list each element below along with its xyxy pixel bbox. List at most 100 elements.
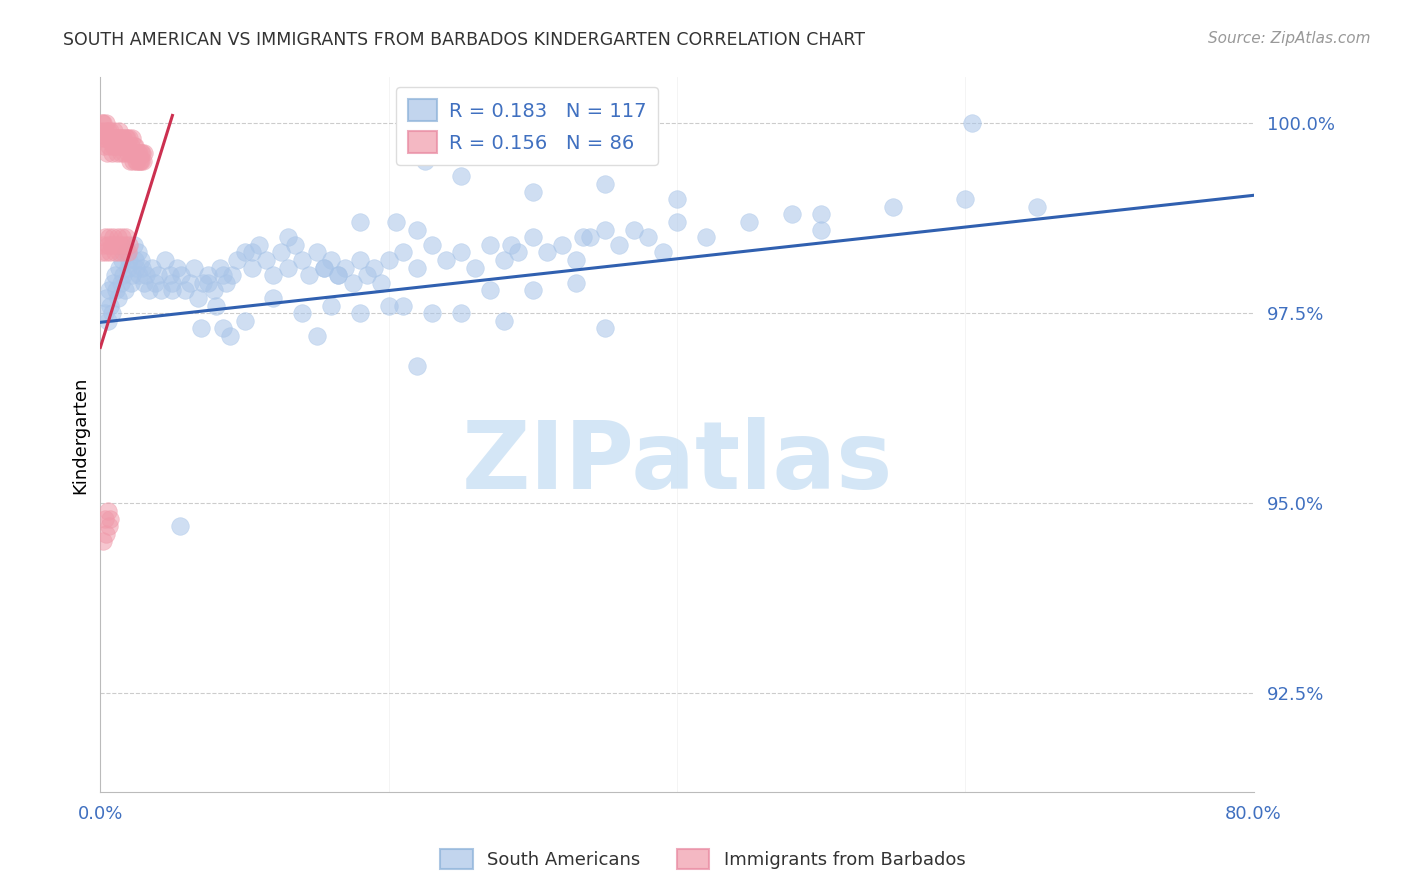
Point (536, 245, 558, 260)
Point (96, 146, 118, 161)
Point (100, 123, 122, 137)
Point (101, 237, 124, 252)
Point (117, 139, 139, 153)
Point (962, 116, 984, 130)
Point (406, 222, 429, 236)
Point (695, 230, 717, 244)
Point (100, 131, 122, 145)
Point (107, 230, 129, 244)
Point (385, 215, 408, 229)
Point (240, 260, 263, 275)
Point (162, 276, 184, 290)
Point (204, 299, 226, 313)
Point (174, 284, 197, 298)
Point (312, 260, 335, 275)
Point (450, 169, 472, 184)
Point (406, 260, 429, 275)
Point (125, 260, 148, 275)
Point (124, 154, 146, 169)
Point (120, 139, 142, 153)
Point (110, 139, 132, 153)
Point (406, 359, 429, 374)
Point (108, 123, 131, 137)
Point (254, 252, 277, 267)
Point (305, 329, 328, 343)
Point (129, 154, 152, 169)
Point (508, 245, 530, 260)
Point (522, 230, 544, 244)
Point (187, 291, 209, 305)
Point (579, 230, 602, 244)
Point (115, 230, 138, 244)
Point (780, 207, 803, 221)
Point (349, 252, 371, 267)
Point (305, 245, 328, 260)
Point (114, 139, 136, 153)
Point (197, 268, 219, 282)
Point (312, 260, 335, 275)
Point (129, 252, 152, 267)
Text: ZIPatlas: ZIPatlas (461, 417, 893, 509)
Point (392, 299, 415, 313)
Point (118, 154, 141, 169)
Point (114, 237, 136, 252)
Point (91, 116, 114, 130)
Point (100, 299, 122, 313)
Point (155, 252, 177, 267)
Point (738, 215, 761, 229)
Point (112, 268, 135, 282)
Point (169, 519, 191, 533)
Point (107, 139, 129, 153)
Point (955, 192, 977, 206)
Point (120, 146, 142, 161)
Point (118, 252, 141, 267)
Point (170, 268, 193, 282)
Point (226, 252, 249, 267)
Point (108, 245, 131, 260)
Point (97, 123, 120, 137)
Point (208, 260, 231, 275)
Text: SOUTH AMERICAN VS IMMIGRANTS FROM BARBADOS KINDERGARTEN CORRELATION CHART: SOUTH AMERICAN VS IMMIGRANTS FROM BARBAD… (63, 31, 865, 49)
Point (319, 299, 342, 313)
Point (103, 123, 125, 137)
Point (94, 526, 117, 541)
Point (96, 504, 118, 518)
Point (91, 237, 114, 252)
Point (93, 306, 115, 320)
Point (607, 237, 630, 252)
Point (478, 284, 501, 298)
Point (98, 519, 121, 533)
Point (284, 237, 307, 252)
Point (110, 146, 132, 161)
Point (103, 276, 125, 290)
Point (104, 245, 127, 260)
Point (138, 284, 160, 298)
Point (127, 154, 149, 169)
Point (450, 306, 472, 320)
Point (270, 245, 292, 260)
Point (114, 131, 136, 145)
Point (215, 276, 238, 290)
Point (101, 131, 124, 145)
Point (131, 154, 153, 169)
Point (319, 252, 342, 267)
Point (335, 260, 357, 275)
Point (93, 139, 115, 153)
Point (104, 131, 127, 145)
Point (356, 268, 378, 282)
Point (262, 268, 284, 282)
Point (166, 260, 188, 275)
Point (522, 185, 544, 199)
Point (572, 230, 595, 244)
Point (212, 321, 235, 335)
Point (501, 237, 523, 252)
Point (94, 291, 117, 305)
Point (112, 245, 135, 260)
Point (107, 291, 129, 305)
Point (93, 123, 115, 137)
Point (131, 146, 153, 161)
Point (105, 131, 128, 145)
Point (434, 252, 457, 267)
Point (96, 131, 118, 145)
Point (233, 245, 256, 260)
